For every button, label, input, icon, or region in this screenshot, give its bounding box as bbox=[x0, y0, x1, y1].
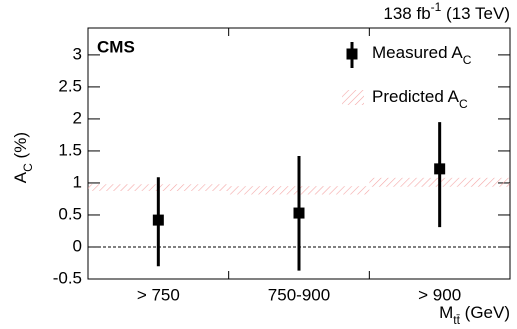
legend-symbol bbox=[346, 48, 358, 60]
lumi-label-rest: (13 TeV) bbox=[441, 4, 510, 23]
x-axis-label-rest: (GeV) bbox=[460, 303, 510, 322]
y-tick-label: 1.5 bbox=[58, 140, 82, 159]
plot-frame bbox=[87, 27, 511, 280]
data-point bbox=[293, 207, 305, 219]
y-tick-label: 1 bbox=[73, 172, 82, 191]
legend-label: Measured AC bbox=[372, 43, 472, 67]
x-axis-label-sub: tt̄ bbox=[453, 313, 460, 327]
data-point bbox=[152, 214, 164, 226]
y-axis-label-rest: (%) bbox=[11, 132, 30, 163]
legend-sub: C bbox=[463, 53, 472, 67]
y-axis-label-sub: C bbox=[21, 163, 35, 172]
y-tick-label: 2 bbox=[73, 108, 82, 127]
legend-name: Predicted A bbox=[372, 87, 460, 106]
legend-symbol bbox=[342, 90, 364, 105]
y-tick-label: 2.5 bbox=[58, 76, 82, 95]
y-tick-label: 3 bbox=[73, 44, 82, 63]
legend-label: Predicted AC bbox=[372, 87, 468, 111]
x-axis-label-main: M bbox=[439, 303, 453, 322]
legend-name: Measured A bbox=[372, 43, 463, 62]
lumi-label-sup: -1 bbox=[431, 0, 442, 14]
data-point bbox=[434, 163, 446, 175]
y-axis-label-main: A bbox=[11, 171, 30, 183]
lumi-label: 138 fb-1 (13 TeV) bbox=[383, 0, 510, 23]
y-axis-label: AC (%) bbox=[11, 132, 35, 183]
y-tick-label: 0.5 bbox=[58, 204, 82, 223]
x-tick-label: > 750 bbox=[137, 285, 180, 304]
y-tick-label: 0 bbox=[73, 236, 82, 255]
x-tick-label: 750-900 bbox=[268, 285, 330, 304]
x-tick-label: > 900 bbox=[418, 285, 461, 304]
y-tick-label: -0.5 bbox=[53, 268, 82, 287]
lumi-label-main: 138 fb bbox=[383, 4, 430, 23]
experiment-label: CMS bbox=[97, 37, 135, 56]
legend-sub: C bbox=[459, 97, 468, 111]
x-axis-label: Mtt̄ (GeV) bbox=[439, 303, 510, 327]
